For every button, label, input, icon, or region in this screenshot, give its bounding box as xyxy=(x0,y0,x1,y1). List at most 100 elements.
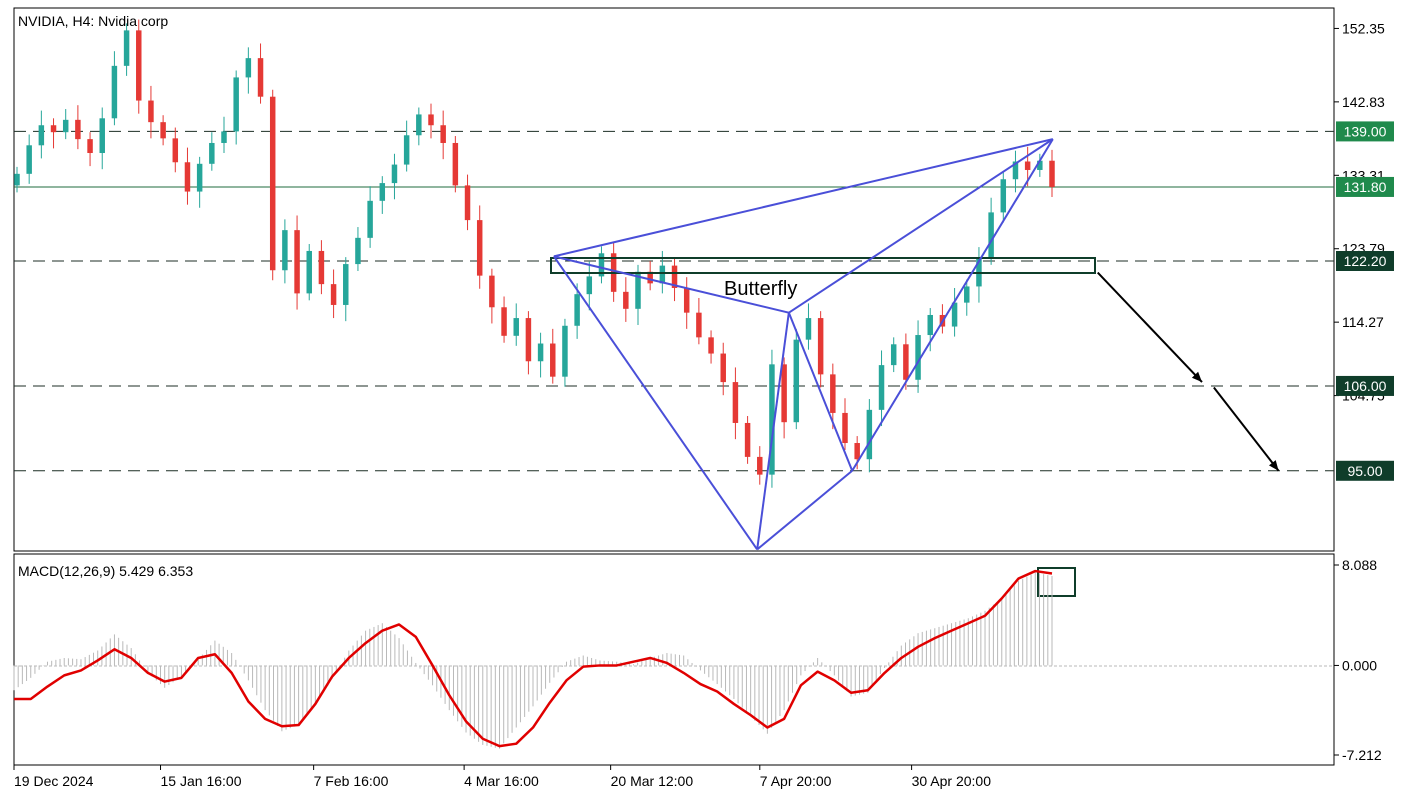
macd-tick-label: -7.212 xyxy=(1342,747,1382,763)
candle-body xyxy=(62,119,69,133)
level-badge xyxy=(1336,250,1394,271)
candle-body xyxy=(866,409,873,460)
candle-body xyxy=(830,374,836,413)
macd-title: MACD(12,26,9) 5.429 6.353 xyxy=(18,563,193,579)
candle-body xyxy=(464,185,471,221)
candle-body xyxy=(26,145,32,174)
candle-body xyxy=(513,318,519,336)
candle-body xyxy=(294,230,300,294)
candle-body xyxy=(647,271,653,284)
price-tick-label: 152.35 xyxy=(1342,20,1385,36)
candle-body xyxy=(379,183,386,201)
candle-body xyxy=(769,364,775,475)
pattern-connector xyxy=(788,138,1054,314)
candle-body xyxy=(927,314,933,336)
level-badge-label: 131.80 xyxy=(1344,179,1387,195)
macd-highlight-box[interactable] xyxy=(1037,567,1076,597)
pattern-leg xyxy=(553,255,758,551)
candle-body xyxy=(233,77,239,132)
candle-body xyxy=(1049,160,1055,187)
pattern-leg xyxy=(787,312,854,472)
candle-body xyxy=(1000,179,1007,213)
candle-body xyxy=(550,343,556,377)
candle-body xyxy=(148,100,154,123)
candle-body xyxy=(87,139,93,154)
candle-body xyxy=(184,162,191,192)
candle-body xyxy=(623,291,629,309)
candle-body xyxy=(708,337,714,354)
pattern-connector xyxy=(553,138,1054,258)
candle-body xyxy=(732,382,739,423)
candle-body xyxy=(1012,161,1019,180)
time-tick-label: 20 Mar 12:00 xyxy=(611,773,694,789)
candle-body xyxy=(805,318,812,340)
pattern-connector xyxy=(553,255,790,314)
projection-arrow-line xyxy=(1096,271,1203,383)
time-tick-label: 7 Apr 20:00 xyxy=(760,773,832,789)
candle-body xyxy=(160,122,166,139)
candle-body xyxy=(525,318,532,362)
macd-axis: 8.088 0.000 -7.212 xyxy=(1334,557,1382,763)
candle-body xyxy=(817,318,824,375)
candle-body xyxy=(562,325,568,377)
price-tick-label: 114.27 xyxy=(1342,314,1384,330)
candle-body xyxy=(440,125,446,143)
candle-body xyxy=(221,131,227,143)
butterfly-pattern[interactable] xyxy=(553,138,1054,551)
candle-body xyxy=(781,364,787,423)
macd-histogram xyxy=(13,572,1053,749)
candlesticks xyxy=(14,19,1055,488)
candle-body xyxy=(903,344,909,380)
level-badge-label: 122.20 xyxy=(1344,253,1387,269)
candle-body xyxy=(209,142,215,164)
candle-body xyxy=(355,237,361,265)
candle-body xyxy=(136,30,142,101)
candle-body xyxy=(1037,160,1043,170)
candle-body xyxy=(367,200,373,238)
macd-tick-label: 0.000 xyxy=(1342,657,1377,673)
candle-body xyxy=(269,96,276,271)
butterfly-zone-box[interactable] xyxy=(550,257,1096,274)
candle-body xyxy=(391,164,398,184)
candle-body xyxy=(111,65,118,119)
level-badge-label: 139.00 xyxy=(1344,123,1387,139)
candle-body xyxy=(452,142,459,186)
level-badge xyxy=(1336,460,1394,481)
level-badge xyxy=(1336,176,1394,197)
candle-body xyxy=(744,422,751,457)
candle-body xyxy=(988,212,994,258)
candle-body xyxy=(501,307,507,336)
candle-body xyxy=(257,58,264,97)
projection-arrows[interactable] xyxy=(1096,271,1280,472)
candle-body xyxy=(890,344,897,366)
candle-body xyxy=(75,119,81,140)
candle-body xyxy=(476,220,483,276)
candle-body xyxy=(196,163,203,192)
candle-body xyxy=(951,302,958,327)
level-badge xyxy=(1336,375,1394,396)
candle-body xyxy=(416,114,422,136)
time-tick-label: 4 Mar 16:00 xyxy=(464,773,539,789)
candle-body xyxy=(428,114,434,126)
macd-panel-frame xyxy=(13,553,1335,766)
projection-arrow-head xyxy=(1268,460,1279,471)
candle-body xyxy=(172,138,179,163)
candle-body xyxy=(635,271,641,309)
time-tick-label: 7 Feb 16:00 xyxy=(314,773,389,789)
price-panel-frame xyxy=(13,7,1335,552)
candle-body xyxy=(720,353,726,383)
candle-body xyxy=(683,287,690,313)
macd-signal-line xyxy=(14,569,1053,748)
candle-body xyxy=(282,230,288,271)
time-tick-label: 15 Jan 16:00 xyxy=(161,773,242,789)
candle-body xyxy=(403,135,410,165)
candle-body xyxy=(598,253,605,277)
candle-body xyxy=(586,276,593,295)
candle-body xyxy=(306,250,312,294)
candle-body xyxy=(964,286,970,303)
candle-body xyxy=(671,265,678,288)
time-tick-label: 19 Dec 2024 xyxy=(14,773,94,789)
candle-body xyxy=(793,339,800,423)
